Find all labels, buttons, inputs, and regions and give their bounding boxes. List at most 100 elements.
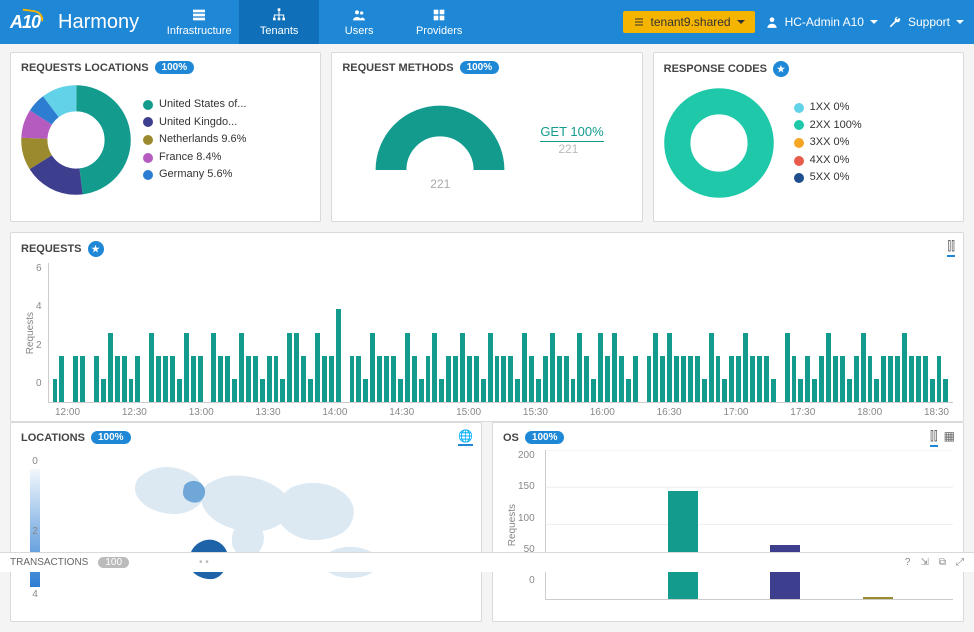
brand-logo: A10 xyxy=(10,12,40,33)
request-methods-panel: REQUEST METHODS 100% 221 GET 100% 221 xyxy=(331,52,642,222)
support-menu[interactable]: Support xyxy=(888,15,964,29)
nav-infrastructure[interactable]: Infrastructure xyxy=(159,0,239,44)
request-bar xyxy=(681,356,686,402)
legend-item: Germany 5.6% xyxy=(143,166,246,184)
title-text: REQUEST METHODS xyxy=(342,62,453,74)
request-bar xyxy=(149,333,154,403)
server-icon xyxy=(191,7,207,23)
request-bar xyxy=(446,356,451,402)
methods-gauge xyxy=(370,90,510,180)
panel-toolbar: ⫿⫿ ▦ xyxy=(930,429,955,447)
request-bar xyxy=(702,379,707,402)
request-bar xyxy=(626,379,631,402)
request-bar xyxy=(902,333,907,403)
bar-chart-icon[interactable]: ⫿⫿ xyxy=(947,239,955,257)
title-text: REQUESTS LOCATIONS xyxy=(21,62,149,74)
request-bar xyxy=(274,356,279,402)
request-bar xyxy=(564,356,569,402)
globe-icon[interactable]: 🌐 xyxy=(458,429,473,446)
request-bar xyxy=(598,333,603,403)
request-bar xyxy=(405,333,410,403)
request-bar xyxy=(460,333,465,403)
request-bar xyxy=(377,356,382,402)
request-bar xyxy=(854,356,859,402)
table-icon[interactable]: ▦ xyxy=(944,429,955,447)
request-bar xyxy=(467,356,472,402)
request-bar xyxy=(129,379,134,402)
tenant-selector[interactable]: tenant9.shared xyxy=(623,11,755,33)
request-bar xyxy=(743,333,748,403)
map-hotspot-na xyxy=(183,481,205,503)
sitemap-icon xyxy=(271,7,287,23)
legend-item: United States of... xyxy=(143,96,246,114)
request-bar xyxy=(488,333,493,403)
request-bar xyxy=(59,356,64,402)
popout-icon[interactable]: ⧉ xyxy=(939,557,946,568)
request-bar xyxy=(356,356,361,402)
legend-item: United Kingdo... xyxy=(143,114,246,132)
request-bar xyxy=(184,333,189,403)
request-bar xyxy=(508,356,513,402)
gridlines xyxy=(546,450,953,599)
request-bar xyxy=(612,333,617,403)
get-stat: GET 100% 221 xyxy=(540,124,603,156)
request-bar xyxy=(536,379,541,402)
star-badge xyxy=(88,241,104,257)
nav-providers[interactable]: Providers xyxy=(399,0,479,44)
y-axis: 6420 xyxy=(36,263,48,403)
title-text: OS xyxy=(503,432,519,444)
request-bar xyxy=(73,356,78,402)
request-bar xyxy=(163,356,168,402)
request-bar xyxy=(101,379,106,402)
export-icon[interactable]: ⇲ xyxy=(920,557,928,568)
codes-legend: 1XX 0%2XX 100%3XX 0%4XX 0%5XX 0% xyxy=(794,99,862,187)
panel-toolbar: 🌐 xyxy=(458,429,473,446)
request-bar xyxy=(909,356,914,402)
request-bar xyxy=(218,356,223,402)
response-codes-panel: RESPONSE CODES 1XX 0%2XX 100%3XX 0%4XX 0… xyxy=(653,52,964,222)
expand-icon[interactable]: ⤢ xyxy=(956,557,964,568)
requests-timeline-panel: REQUESTS ⫿⫿ Requests 6420 12:0012:3013:0… xyxy=(10,232,964,422)
request-bar xyxy=(398,379,403,402)
request-bar xyxy=(881,356,886,402)
x-axis: 12:0012:3013:0013:3014:0014:3015:0015:30… xyxy=(21,403,953,418)
nav-users[interactable]: Users xyxy=(319,0,399,44)
footer-label: TRANSACTIONS xyxy=(10,557,88,568)
request-bar xyxy=(729,356,734,402)
chevron-down-icon xyxy=(737,20,745,28)
request-bar xyxy=(529,356,534,402)
request-bar xyxy=(840,356,845,402)
request-bar xyxy=(805,356,810,402)
y-axis-label: Requests xyxy=(503,504,518,546)
map-legend: 0 2 4 xyxy=(21,450,49,600)
y-axis: 200150100500 xyxy=(518,450,541,600)
help-icon[interactable]: ? xyxy=(905,557,911,568)
request-bar xyxy=(861,333,866,403)
request-bar xyxy=(522,333,527,403)
request-bar xyxy=(716,356,721,402)
user-menu[interactable]: HC-Admin A10 xyxy=(765,15,878,29)
request-bar xyxy=(412,356,417,402)
request-bar xyxy=(363,379,368,402)
request-bar xyxy=(543,356,548,402)
percent-badge: 100% xyxy=(460,61,500,74)
title-text: REQUESTS xyxy=(21,243,82,255)
nav-label: Infrastructure xyxy=(167,25,232,37)
nav-tenants[interactable]: Tenants xyxy=(239,0,319,44)
locations-legend: United States of...United Kingdo...Nethe… xyxy=(143,96,246,184)
request-bar xyxy=(515,379,520,402)
request-bar xyxy=(94,356,99,402)
bottom-row: LOCATIONS 100% 🌐 0 2 4 xyxy=(10,422,964,622)
request-bar xyxy=(481,379,486,402)
request-bar xyxy=(819,356,824,402)
request-bar xyxy=(584,356,589,402)
request-bar xyxy=(895,356,900,402)
bar-chart-icon[interactable]: ⫿⫿ xyxy=(930,429,938,447)
request-bar xyxy=(287,333,292,403)
footer-bar: TRANSACTIONS 100 • • ? ⇲ ⧉ ⤢ xyxy=(0,552,974,572)
support-label: Support xyxy=(908,15,950,29)
request-bar xyxy=(792,356,797,402)
request-bar xyxy=(937,356,942,402)
request-bar xyxy=(709,333,714,403)
panel-title: RESPONSE CODES xyxy=(664,61,953,77)
